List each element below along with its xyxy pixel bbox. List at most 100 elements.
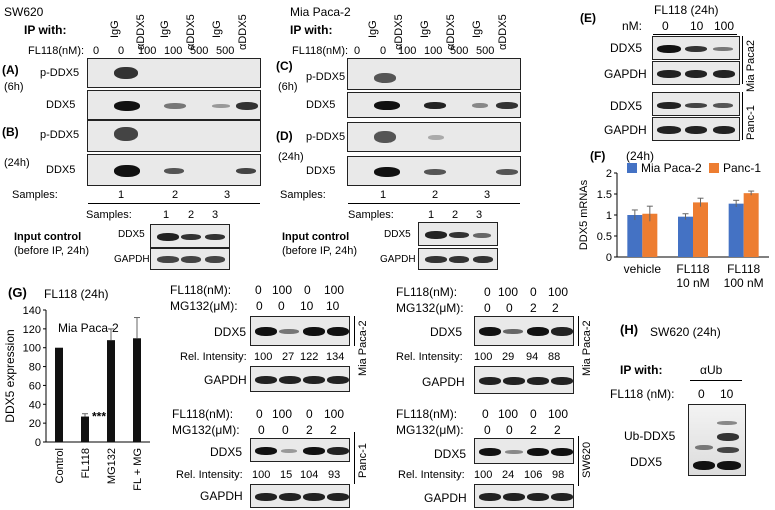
cell-label: Mia Paca-2: [581, 320, 593, 376]
fl-value: 0: [484, 285, 491, 299]
mg-value: 0: [484, 423, 491, 437]
ip-label: IP with:: [620, 363, 663, 377]
band: [212, 104, 230, 108]
fl-value: 500: [190, 45, 209, 57]
mg-value: 2: [552, 301, 559, 315]
bracket: [354, 432, 355, 484]
bar: [693, 202, 708, 257]
blot-a-pddx5: [87, 58, 261, 88]
band: [713, 47, 733, 51]
band: [496, 169, 518, 175]
panel-letter-g: (G): [8, 285, 27, 300]
ip-lane-5: IgG: [471, 20, 483, 38]
sample-number: 2: [432, 189, 439, 201]
panel-letter-d: (D): [276, 129, 293, 143]
panel-letter-c: (C): [276, 59, 293, 73]
rel-value: 93: [328, 469, 341, 481]
fl-value: 0: [306, 407, 313, 421]
gapdh-label: GAPDH: [424, 491, 467, 505]
fl-value: 0: [530, 285, 537, 299]
mg-value: 10: [300, 299, 314, 313]
bar: [107, 340, 115, 442]
blot-d-ddx5: [347, 156, 521, 186]
ddx5-label: DDX5: [630, 455, 663, 469]
rel-value: 94: [526, 351, 539, 363]
target-label: DDX5: [434, 447, 467, 461]
fl-value: 0: [255, 283, 262, 297]
rel-label: Rel. Intensity:: [396, 351, 463, 363]
y-tick-label: 60: [29, 380, 41, 392]
fl-value: 0: [118, 45, 125, 57]
nm-label: nM:: [622, 19, 643, 33]
legend-label: Mia Paca-2: [641, 161, 702, 175]
g-blot-3-ddx5: [250, 438, 350, 462]
rel-value: 104: [300, 469, 319, 481]
y-tick-label: 40: [29, 399, 41, 411]
band: [181, 256, 201, 263]
y-tick-label: 1.5: [597, 189, 612, 201]
rel-value: 100: [254, 351, 273, 363]
fl-value: 100: [498, 285, 519, 299]
rel-value: 100: [252, 469, 271, 481]
band: [479, 327, 501, 336]
band: [551, 377, 573, 385]
mg-value: 0: [506, 301, 513, 315]
rel-value: 122: [300, 351, 319, 363]
panel-g-time: FL118 (24h): [44, 287, 109, 301]
rel-value: 98: [552, 469, 565, 481]
band: [551, 493, 573, 501]
rel-value: 106: [524, 469, 543, 481]
band: [685, 70, 707, 78]
fl-label: FL118(nM):: [396, 407, 458, 421]
fl-value: 500: [476, 45, 495, 57]
mg-value: 0: [282, 423, 289, 437]
blot-e-ddx5-mia: [652, 36, 740, 60]
band: [114, 165, 140, 177]
blot-label-pddx5: p-DDX5: [306, 71, 346, 83]
fl-value: 100: [324, 407, 345, 421]
sample-number: 1: [380, 189, 387, 201]
panel-a-time: (6h): [4, 81, 24, 93]
sample-number: 3: [224, 189, 231, 201]
fl-label: FL118(nM):: [292, 45, 349, 57]
band: [327, 447, 349, 455]
band: [527, 327, 549, 336]
rel-value: 29: [502, 351, 515, 363]
rel-value: 24: [502, 469, 515, 481]
band: [472, 103, 488, 108]
fl-value: 100: [324, 283, 345, 297]
mg-value: 0: [258, 423, 265, 437]
sample-number: 2: [188, 209, 195, 221]
input-control-sub: (before IP, 24h): [282, 245, 358, 257]
fl-value: 0: [380, 45, 387, 57]
cell-label: Mia Paca-2: [357, 320, 369, 376]
cell-label: SW620: [581, 441, 593, 478]
bar: [81, 416, 89, 442]
fl-label: FL118(nM):: [396, 285, 458, 299]
sample-number: 1: [163, 209, 170, 221]
g-blot-2-ddx5: [474, 316, 574, 346]
input-ddx5-label: DDX5: [384, 229, 411, 240]
dose-line: [653, 34, 737, 35]
y-tick-label: 140: [23, 305, 41, 317]
sample-number: 1: [428, 209, 435, 221]
blot-b-ddx5: [87, 154, 261, 186]
mg-value: 10: [326, 299, 340, 313]
band: [551, 327, 573, 336]
y-tick-label: 1: [606, 210, 612, 222]
category-label: FL118: [80, 448, 92, 478]
cell-line-label: SW620: [4, 5, 44, 19]
panel-letter-b: (B): [2, 125, 19, 139]
target-label: DDX5: [214, 325, 247, 339]
category-label: 100 nM: [724, 276, 764, 290]
bar: [743, 193, 759, 257]
input-control-sub: (before IP, 24h): [14, 245, 90, 257]
y-axis-label: DDX5 expression: [3, 329, 17, 422]
band: [657, 45, 681, 53]
gapdh-label: GAPDH: [200, 489, 243, 503]
band: [164, 103, 186, 109]
band: [717, 433, 739, 441]
chart-title: Mia Paca-2: [58, 321, 119, 335]
band: [205, 256, 225, 263]
mg-value: 0: [484, 301, 491, 315]
